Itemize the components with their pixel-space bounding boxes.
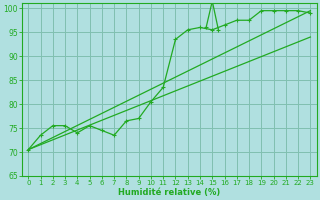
X-axis label: Humidité relative (%): Humidité relative (%) [118, 188, 220, 197]
